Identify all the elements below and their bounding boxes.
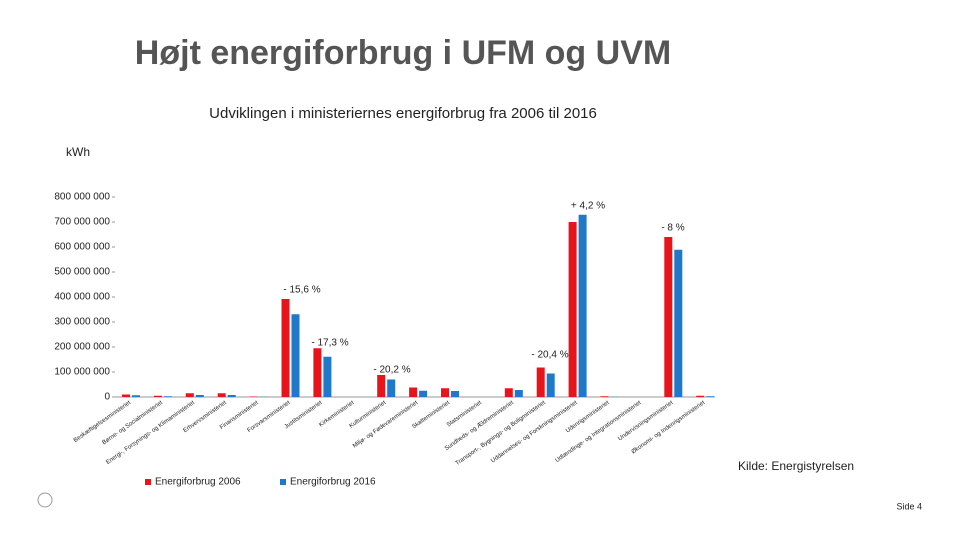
- slide-title: Højt energiforbrug i UFM og UVM: [135, 34, 671, 72]
- x-tick-label: Undervisningsministeriet: [617, 400, 674, 443]
- bar: [164, 396, 172, 397]
- y-tick-label: 700 000 000: [54, 217, 110, 228]
- bar: [547, 374, 555, 398]
- source: Kilde: Energistyrelsen: [738, 459, 854, 473]
- annotation: - 15,6 %: [283, 285, 320, 296]
- bar: [313, 348, 321, 397]
- y-tick-label: 600 000 000: [54, 242, 110, 253]
- annotation: - 17,3 %: [311, 338, 348, 349]
- annotation: - 20,4 %: [531, 350, 568, 361]
- bar: [409, 388, 417, 398]
- bar: [132, 395, 140, 397]
- bar: [706, 396, 714, 397]
- legend-label: Energiforbrug 2016: [290, 477, 376, 488]
- y-tick-label: 500 000 000: [54, 267, 110, 278]
- annotation: - 20,2 %: [373, 365, 410, 376]
- legend-label: Energiforbrug 2006: [155, 477, 241, 488]
- bar: [419, 391, 427, 397]
- y-tick-label: 0: [104, 392, 110, 403]
- bar: [250, 397, 258, 398]
- bar: [377, 375, 385, 397]
- y-tick-label: 300 000 000: [54, 317, 110, 328]
- bar: [323, 357, 331, 397]
- bar: [282, 299, 290, 397]
- bar: [505, 388, 513, 397]
- bar: [292, 314, 300, 397]
- legend-swatch: [280, 479, 286, 485]
- bar: [196, 395, 204, 397]
- bar: [122, 395, 130, 398]
- bar: [154, 396, 162, 397]
- bar: [569, 222, 577, 397]
- bar: [441, 388, 449, 397]
- bar: [696, 396, 704, 397]
- legend-swatch: [145, 479, 151, 485]
- bar: [387, 380, 395, 398]
- y-tick-label: 800 000 000: [54, 192, 110, 203]
- y-axis-title: kWh: [66, 145, 90, 159]
- bar: [537, 368, 545, 398]
- chart-subtitle: Udviklingen i ministeriernes energiforbr…: [209, 105, 597, 122]
- bar: [674, 250, 682, 397]
- y-tick-label: 400 000 000: [54, 292, 110, 303]
- logo: [38, 493, 52, 507]
- x-tick-label: Beskæftigelsesministeriet: [73, 400, 132, 444]
- annotation: - 8 %: [661, 223, 684, 234]
- x-tick-label: Børne- og Socialministeriet: [102, 400, 165, 446]
- annotation: + 4,2 %: [571, 201, 605, 212]
- y-tick-label: 200 000 000: [54, 342, 110, 353]
- bar: [451, 391, 459, 397]
- bar: [664, 237, 672, 397]
- bar: [218, 393, 226, 397]
- bar: [601, 396, 609, 397]
- page-number: Side 4: [896, 501, 922, 511]
- bar: [579, 215, 587, 397]
- y-tick-label: 100 000 000: [54, 367, 110, 378]
- bar: [515, 390, 523, 397]
- bar: [186, 393, 194, 397]
- bar: [228, 395, 236, 397]
- x-tick-label: Miljø- og Fødevareministeriet: [352, 400, 419, 450]
